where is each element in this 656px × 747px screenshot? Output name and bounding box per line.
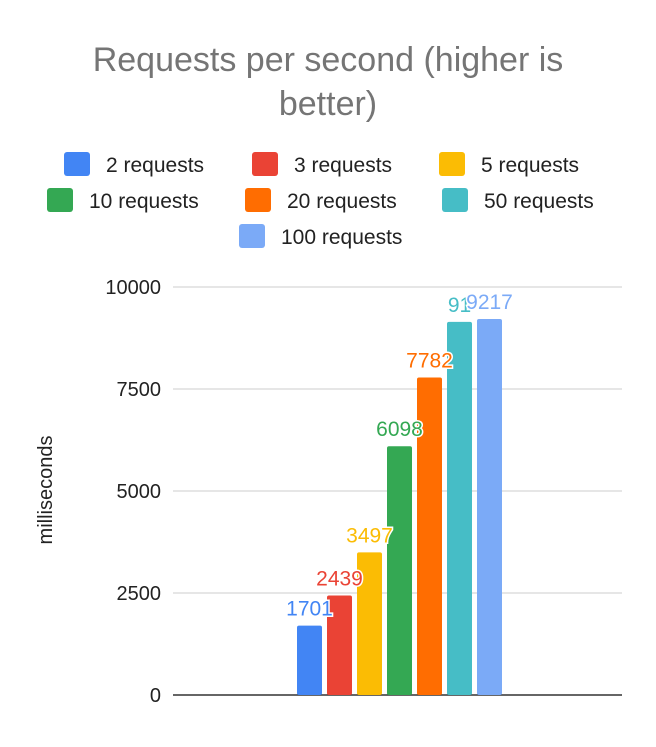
bar-data-label: 9217 xyxy=(466,291,513,314)
y-tick-label: 5000 xyxy=(117,481,162,503)
y-tick-label: 7500 xyxy=(117,379,162,401)
bars xyxy=(297,318,502,695)
chart-title-line-1: Requests per second (higher is xyxy=(93,41,564,79)
legend-swatch xyxy=(439,152,465,176)
y-tick-label: 2500 xyxy=(117,583,162,605)
bar-data-label: 1701 xyxy=(286,598,333,621)
legend-label: 100 requests xyxy=(281,226,402,249)
legend-swatch xyxy=(47,188,73,212)
legend-label: 20 requests xyxy=(287,190,397,213)
legend-label: 10 requests xyxy=(89,190,199,213)
legend-swatch xyxy=(245,188,271,212)
bar xyxy=(387,446,412,695)
bar xyxy=(417,377,442,695)
bar xyxy=(447,321,472,695)
y-tick-label: 10000 xyxy=(105,277,161,299)
bar-data-label: 2439 xyxy=(316,567,363,590)
chart-legend: 2 requests 3 requests 5 requests 10 request… xyxy=(47,152,594,249)
bar xyxy=(327,595,352,695)
legend-label: 2 requests xyxy=(106,154,204,177)
chart-title-line-2: better) xyxy=(279,85,377,123)
legend-swatch xyxy=(442,188,468,212)
bar-data-label: 6098 xyxy=(376,418,423,441)
legend-swatch xyxy=(64,152,90,176)
bar-data-label: 3497 xyxy=(346,524,393,547)
y-tick-label: 0 xyxy=(150,685,161,707)
legend-label: 5 requests xyxy=(481,154,579,177)
y-axis-label: milliseconds xyxy=(35,436,57,545)
bar-data-label: 7782 xyxy=(406,349,453,372)
bar xyxy=(357,552,382,695)
legend-swatch xyxy=(239,224,265,248)
legend-label: 3 requests xyxy=(294,154,392,177)
legend-swatch xyxy=(252,152,278,176)
bar xyxy=(297,625,322,695)
bar xyxy=(477,318,502,695)
y-axis-ticks: 0 2500 5000 7500 10000 xyxy=(105,277,161,707)
legend-label: 50 requests xyxy=(484,190,594,213)
bar-data-label: 91 xyxy=(448,294,471,317)
